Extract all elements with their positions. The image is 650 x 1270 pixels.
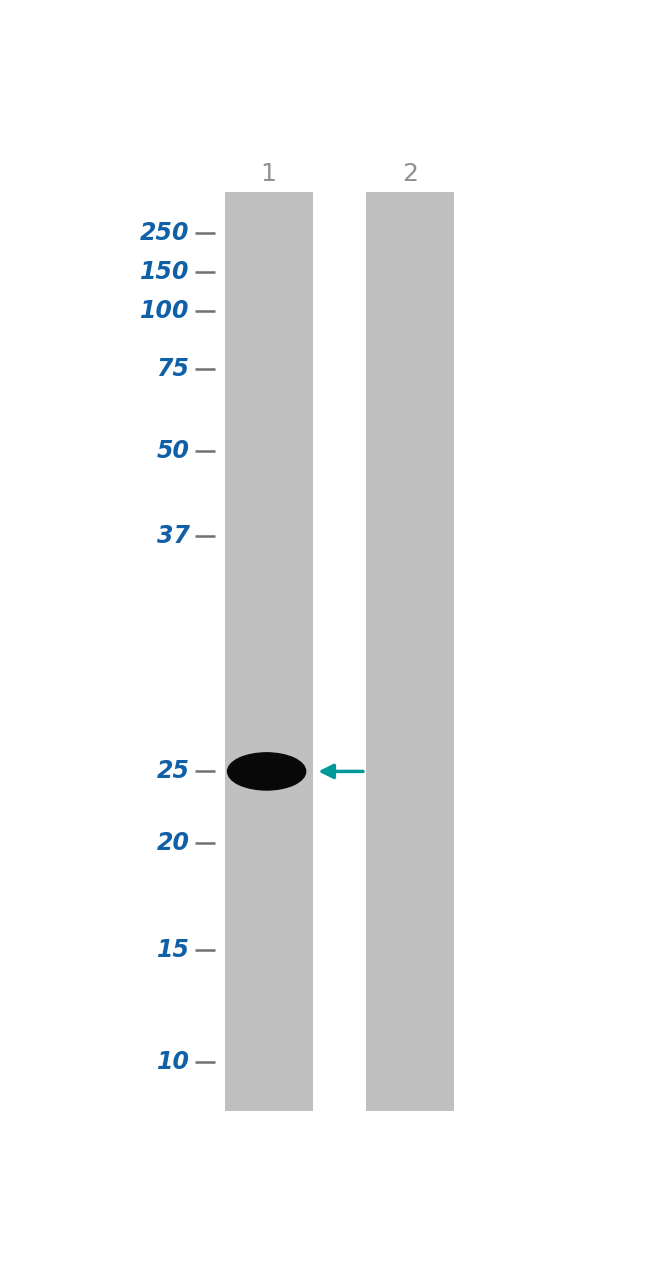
Text: 250: 250	[140, 221, 190, 245]
Text: 10: 10	[157, 1050, 190, 1074]
Text: 50: 50	[157, 438, 190, 462]
Text: 2: 2	[402, 161, 418, 185]
Bar	[225, 192, 313, 1111]
Bar	[366, 192, 454, 1111]
Ellipse shape	[227, 753, 306, 790]
Text: 1: 1	[261, 161, 277, 185]
Text: 15: 15	[157, 939, 190, 963]
Text: 25: 25	[157, 759, 190, 784]
Text: 100: 100	[140, 298, 190, 323]
Text: 75: 75	[157, 357, 190, 381]
Text: 37: 37	[157, 523, 190, 547]
Text: 150: 150	[140, 259, 190, 283]
Text: 20: 20	[157, 831, 190, 855]
